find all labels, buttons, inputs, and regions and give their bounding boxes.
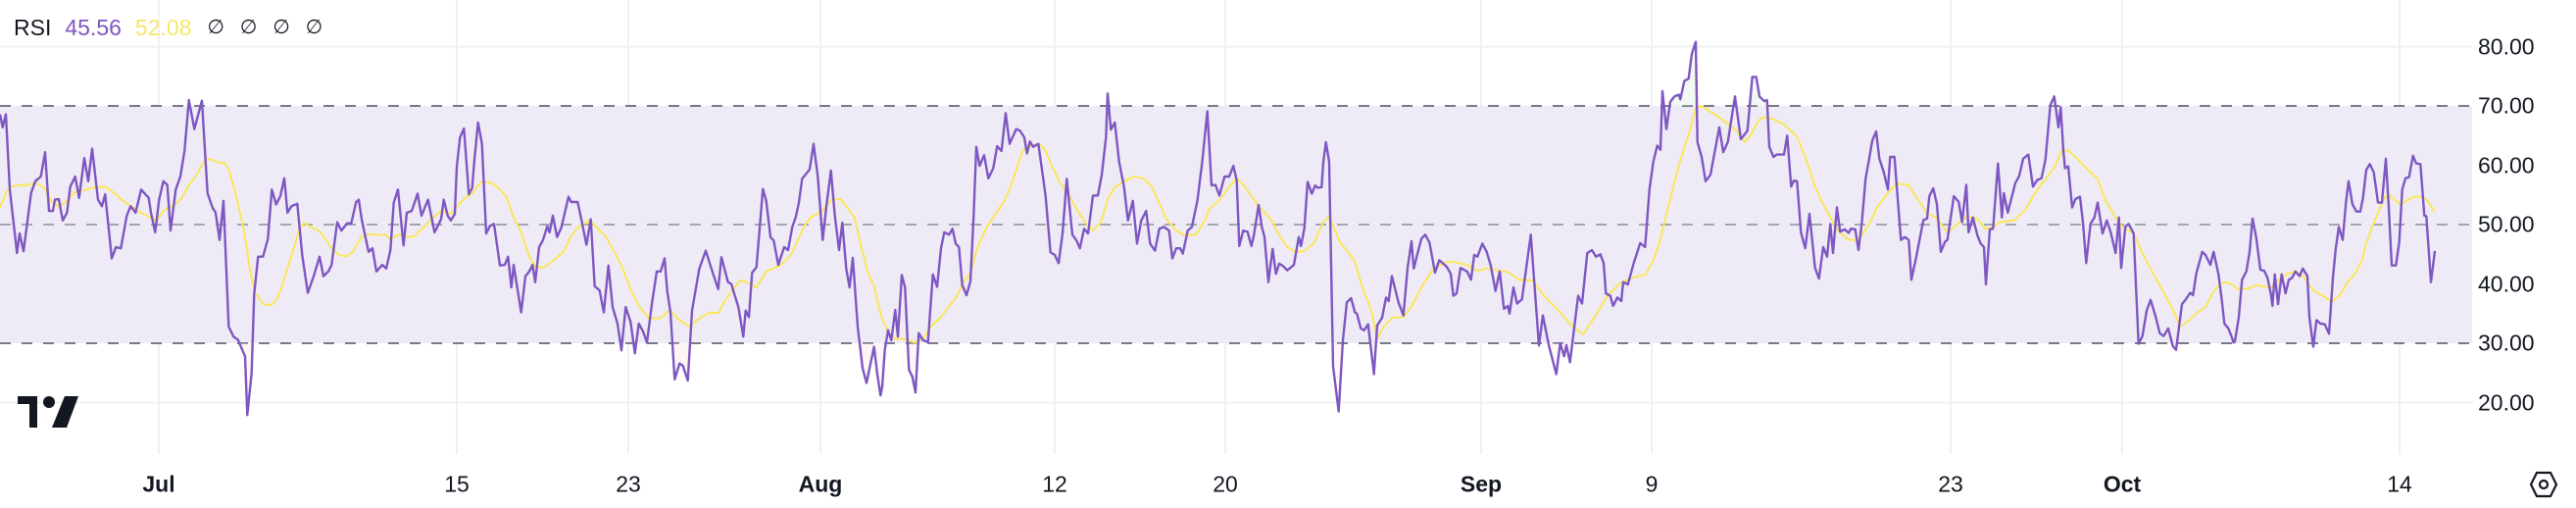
- rsi-value: 45.56: [65, 15, 122, 40]
- time-tick-label: Aug: [798, 471, 843, 497]
- time-tick-label: 20: [1213, 471, 1238, 497]
- time-tick-label: 23: [616, 471, 641, 497]
- tradingview-logo-icon[interactable]: [18, 396, 78, 428]
- time-tick-label: 9: [1645, 471, 1659, 497]
- time-tick-label: Jul: [142, 471, 175, 497]
- na-value-3: ∅: [272, 17, 290, 38]
- time-tick-label: 15: [444, 471, 470, 497]
- na-value-1: ∅: [207, 17, 224, 38]
- na-value-2: ∅: [239, 17, 258, 38]
- price-tick-label: 20.00: [2478, 389, 2535, 415]
- time-tick-label: 12: [1042, 471, 1067, 497]
- price-tick-label: 60.00: [2478, 152, 2535, 178]
- price-tick-label: 80.00: [2478, 33, 2535, 59]
- rsi-line: [0, 40, 2437, 417]
- rsi-ma-line: [0, 105, 2436, 344]
- indicator-legend[interactable]: RSI 45.56 52.08 ∅ ∅ ∅ ∅: [14, 12, 322, 43]
- time-tick-label: Oct: [2103, 471, 2142, 497]
- settings-hexagon-icon[interactable]: [2529, 471, 2558, 498]
- na-value-4: ∅: [305, 17, 323, 38]
- time-tick-label: 23: [1938, 471, 1963, 497]
- time-tick-label: 14: [2387, 471, 2412, 497]
- price-tick-label: 30.00: [2478, 330, 2535, 356]
- price-tick-label: 50.00: [2478, 211, 2535, 237]
- rsi-ma-value: 52.08: [134, 15, 192, 40]
- price-tick-label: 40.00: [2478, 271, 2535, 296]
- time-tick-label: Sep: [1460, 471, 1503, 497]
- indicator-title[interactable]: RSI: [14, 15, 52, 40]
- price-tick-label: 70.00: [2478, 92, 2535, 119]
